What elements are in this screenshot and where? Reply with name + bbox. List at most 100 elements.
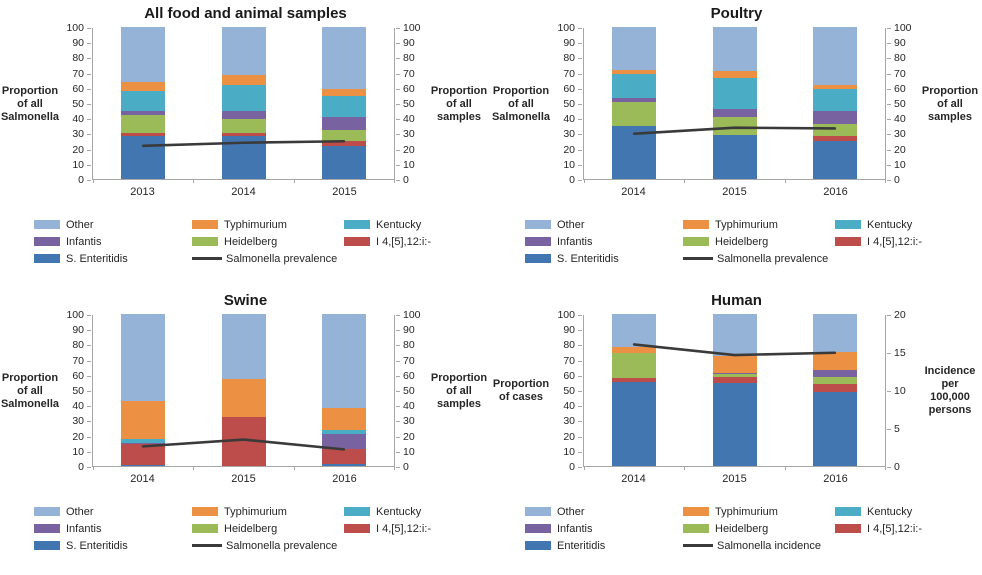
legend-swatch-heidelberg — [192, 524, 218, 533]
bar-segment-enteritidis — [612, 382, 657, 466]
legend-label: Heidelberg — [715, 522, 769, 535]
y-tick-mark — [887, 180, 891, 181]
bar-segment-enteritidis — [121, 465, 166, 466]
y-tick-label: 10 — [563, 158, 575, 171]
y-tick-mark — [87, 73, 91, 75]
y-tick-label: 0 — [403, 174, 409, 186]
legend-swatch-typhimurium — [192, 220, 218, 229]
y-tick-label: 70 — [72, 354, 84, 367]
x-tick-mark — [584, 466, 585, 470]
y-tick-label: 10 — [894, 158, 906, 171]
y-tick-label: 20 — [894, 143, 906, 156]
trend-line — [634, 344, 835, 355]
y-tick-label: 30 — [403, 128, 415, 141]
bar-segment-other — [712, 314, 757, 356]
y-tick-mark — [887, 104, 891, 105]
bar-segment-kentucky — [321, 429, 366, 435]
y-tick-label: 30 — [72, 128, 84, 141]
bar-segment-heidelberg — [712, 374, 757, 378]
bar-segment-heidelberg — [712, 116, 757, 135]
x-tick-label: 2015 — [332, 186, 357, 198]
chart-panel-human: Human Proportion of cases 0 10 20 30 40 50 60 70… — [491, 287, 982, 575]
legend-item-heidelberg: Heidelberg — [192, 520, 344, 537]
left-axis-ticks: 0 10 20 30 40 50 60 70 80 90 100 — [551, 22, 583, 186]
legend-swatch-i4 — [835, 524, 861, 533]
y-tick-label: 70 — [403, 354, 415, 367]
y-tick-label: 20 — [563, 430, 575, 443]
y-tick-mark — [87, 330, 91, 332]
y-tick-label: 20 — [894, 309, 906, 321]
legend-label: Infantis — [557, 235, 593, 248]
x-tick-label: 2016 — [823, 186, 848, 198]
y-tick-mark — [396, 330, 400, 332]
y-tick-label: 50 — [72, 385, 84, 397]
y-tick-mark — [87, 164, 91, 166]
bar-segment-infantis — [812, 370, 857, 378]
y-tick-mark — [887, 391, 891, 392]
left-axis-ticks: 0 10 20 30 40 50 60 70 80 90 100 — [60, 309, 92, 473]
y-tick-mark — [396, 134, 400, 136]
y-tick-label: 10 — [563, 445, 575, 458]
right-axis-label: Proportion of all samples — [427, 313, 491, 469]
y-tick-label: 40 — [403, 400, 415, 413]
bar-segment-enteritidis — [321, 463, 366, 466]
y-tick-label: 100 — [557, 22, 575, 34]
legend-swatch-infantis — [34, 524, 60, 533]
right-axis-label-line: per — [941, 378, 959, 390]
bar-segment-typhimurium — [321, 408, 366, 430]
bar-segment-i4 — [121, 133, 166, 137]
legend-swatch-typhimurium — [683, 220, 709, 229]
bar-segment-infantis — [221, 111, 266, 119]
y-tick-label: 40 — [563, 400, 575, 413]
y-tick-label: 60 — [563, 82, 575, 95]
legend-label: Kentucky — [867, 505, 913, 518]
x-tick-mark — [394, 179, 395, 183]
legend-swatch-other — [34, 220, 60, 229]
y-tick-label: 20 — [563, 143, 575, 156]
y-tick-label: 50 — [72, 98, 84, 110]
legend-label: S. Enteritidis — [557, 252, 619, 265]
legend-label: Salmonella incidence — [717, 539, 821, 552]
y-tick-mark — [887, 58, 891, 60]
bar-segment-enteritidis — [812, 141, 857, 179]
y-tick-label: 50 — [563, 385, 575, 397]
legend-item-other: Other — [34, 503, 192, 520]
y-tick-mark — [578, 180, 582, 181]
left-axis-label-line: Salmonella — [0, 397, 60, 410]
chart-panel-swine: Swine Proportion of all Salmonella 0 10 20 30… — [0, 287, 491, 575]
y-tick-label: 10 — [894, 385, 906, 397]
bar-segment-i4 — [121, 443, 166, 466]
x-tick-label: 2015 — [722, 473, 747, 485]
y-tick-mark — [396, 315, 400, 316]
bar-segment-infantis — [121, 110, 166, 116]
stacked-bar-2015 — [712, 27, 757, 179]
left-axis-label-line: Salmonella — [491, 110, 551, 123]
stacked-bar-2013 — [121, 27, 166, 179]
trend-line-layer — [584, 315, 885, 466]
y-tick-mark — [578, 134, 582, 136]
legend-item-heidelberg: Heidelberg — [683, 233, 835, 250]
left-axis-label-line: Proportion — [492, 378, 550, 390]
bar-segment-other — [712, 27, 757, 72]
y-tick-label: 40 — [894, 113, 906, 126]
bar-segment-kentucky — [812, 89, 857, 111]
legend-swatch-enteritidis — [34, 541, 60, 550]
bar-segment-typhimurium — [712, 71, 757, 78]
y-tick-mark — [578, 467, 582, 468]
bar-segment-typhimurium — [321, 89, 366, 97]
right-axis-ticks: 0 10 20 30 40 50 60 70 80 90 100 — [395, 22, 427, 186]
x-tick-mark — [293, 179, 295, 183]
bar-segment-infantis — [121, 443, 166, 444]
y-tick-mark — [396, 88, 400, 90]
stacked-bar-2014 — [612, 314, 657, 466]
y-tick-label: 90 — [563, 324, 575, 337]
x-tick-label: 2013 — [130, 186, 155, 198]
legend-item-typhimurium: Typhimurium — [192, 503, 344, 520]
legend-swatch-infantis — [34, 237, 60, 246]
bar-segment-other — [221, 314, 266, 380]
plot-area — [583, 27, 886, 183]
left-axis-label: Proportion of all Salmonella — [491, 26, 551, 182]
legend-item-i4: I 4,[5],12:i:- — [344, 233, 490, 250]
y-tick-mark — [87, 88, 91, 90]
x-tick-label: 2016 — [332, 473, 357, 485]
